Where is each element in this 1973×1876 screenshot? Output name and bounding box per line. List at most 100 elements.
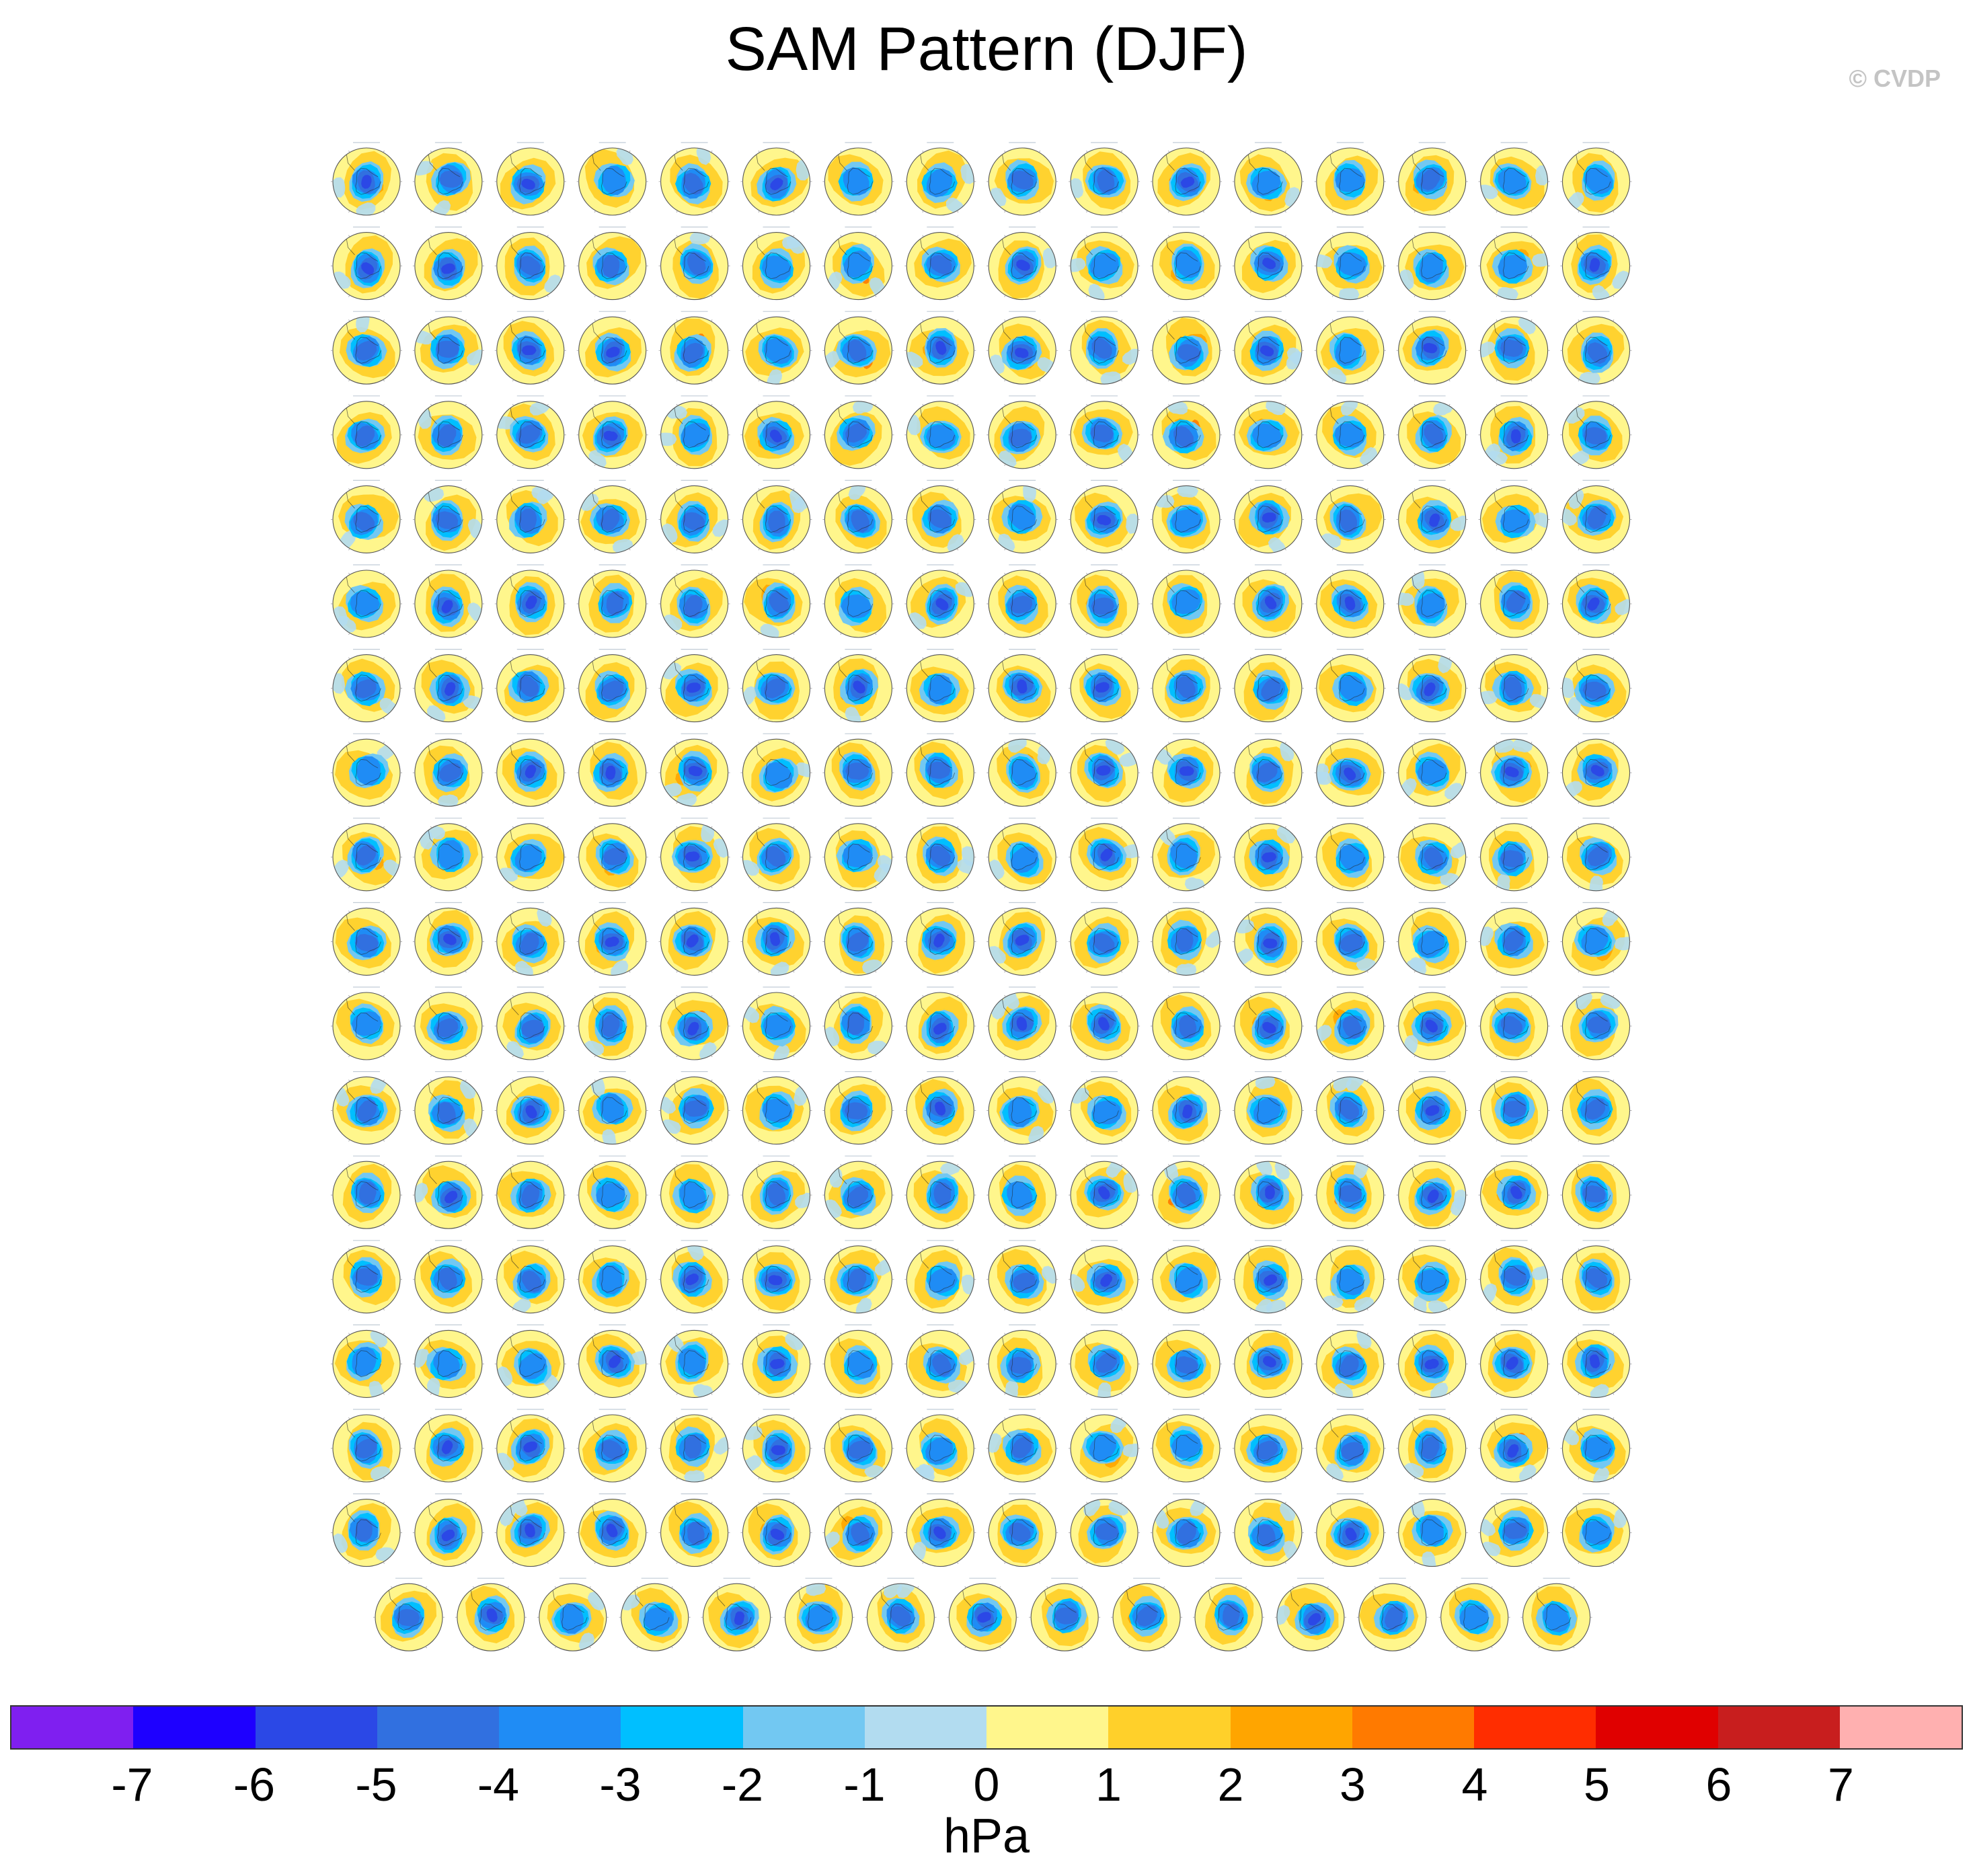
sam-map-panel: [986, 1240, 1058, 1314]
sam-map-panel: [1478, 395, 1550, 469]
sam-map-panel: [1560, 648, 1632, 723]
sam-map-panel: [740, 902, 812, 976]
sam-map-panel: [904, 1070, 976, 1145]
sam-map-panel: [986, 733, 1058, 807]
sam-map-panel: [1314, 142, 1386, 216]
sam-map-panel: [658, 1324, 730, 1398]
sam-map-panel: [986, 1493, 1058, 1567]
sam-map-panel: [331, 395, 402, 469]
sam-map-panel: [1314, 1493, 1386, 1567]
sam-map-panel: [412, 227, 484, 301]
sam-map-panel: [1478, 1155, 1550, 1229]
sam-map-panel: [1478, 648, 1550, 723]
sam-map-panel: [1560, 1324, 1632, 1398]
sam-map-panel: [658, 564, 730, 638]
sam-map-panel: [986, 986, 1058, 1060]
sam-map-panel: [658, 1240, 730, 1314]
sam-map-panel: [740, 733, 812, 807]
sam-map-panel: [1396, 1409, 1468, 1483]
sam-map-panel: [494, 648, 566, 723]
colorbar-tick-label: 2: [1217, 1758, 1244, 1811]
sam-map-panel: [1478, 986, 1550, 1060]
sam-map-panel: [331, 986, 402, 1060]
sam-map-panel: [986, 311, 1058, 385]
sam-map-panel: [904, 142, 976, 216]
sam-map-panel: [1560, 479, 1632, 553]
colorbar-segment: [1108, 1707, 1231, 1748]
sam-map-panel: [412, 902, 484, 976]
sam-map-panel: [904, 648, 976, 723]
sam-map-panel: [576, 395, 648, 469]
sam-map-panel: [1232, 142, 1304, 216]
sam-map-panel: [904, 1155, 976, 1229]
colorbar: [10, 1705, 1963, 1750]
sam-map-panel: [822, 1324, 894, 1398]
sam-map-panel: [822, 986, 894, 1060]
sam-map-panel: [494, 142, 566, 216]
sam-map-panel: [1274, 1577, 1346, 1651]
colorbar-tick-label: -7: [111, 1758, 153, 1811]
sam-map-panel: [1520, 1577, 1592, 1651]
sam-map-panel: [576, 1155, 648, 1229]
sam-map-panel: [412, 1324, 484, 1398]
sam-map-panel: [740, 1240, 812, 1314]
sam-map-panel: [1314, 564, 1386, 638]
sam-map-panel: [822, 818, 894, 892]
sam-map-panel: [412, 479, 484, 553]
colorbar-tick-label: -2: [721, 1758, 764, 1811]
sam-map-panel: [494, 479, 566, 553]
sam-map-panel: [658, 1070, 730, 1145]
sam-map-panel: [904, 733, 976, 807]
sam-map-panel: [331, 733, 402, 807]
sam-map-panel: [1029, 1577, 1101, 1651]
sam-map-panel: [1232, 227, 1304, 301]
sam-map-panel: [904, 479, 976, 553]
sam-map-panel: [1396, 648, 1468, 723]
sam-map-panel: [740, 1324, 812, 1398]
sam-map-panel: [658, 479, 730, 553]
sam-map-panel: [1232, 1493, 1304, 1567]
sam-map-panel: [412, 1493, 484, 1567]
sam-map-panel: [1396, 1240, 1468, 1314]
sam-map-panel: [1314, 818, 1386, 892]
sam-map-panel: [904, 311, 976, 385]
sam-map-panel: [1069, 479, 1140, 553]
sam-map-panel: [986, 818, 1058, 892]
colorbar-segment: [742, 1707, 865, 1748]
sam-map-panel: [1069, 1155, 1140, 1229]
sam-map-panel: [494, 395, 566, 469]
sam-map-panel: [412, 395, 484, 469]
sam-map-panel: [740, 479, 812, 553]
sam-map-panel: [412, 311, 484, 385]
sam-map-panel: [619, 1577, 691, 1651]
colorbar-segment: [499, 1707, 621, 1748]
sam-map-panel: [331, 902, 402, 976]
colorbar-tick-label: -6: [233, 1758, 276, 1811]
colorbar-tick-label: -4: [477, 1758, 520, 1811]
sam-map-panel: [331, 818, 402, 892]
sam-map-panel: [1151, 1493, 1222, 1567]
sam-map-panel: [1478, 227, 1550, 301]
sam-map-panel: [1069, 395, 1140, 469]
sam-map-panel: [865, 1577, 937, 1651]
colorbar-segment: [986, 1707, 1109, 1748]
sam-map-panel: [1560, 1409, 1632, 1483]
sam-map-panel: [576, 1324, 648, 1398]
sam-map-panel: [1232, 1409, 1304, 1483]
sam-map-panel: [1151, 1070, 1222, 1145]
sam-map-panel: [1069, 1324, 1140, 1398]
sam-map-panel: [1396, 1493, 1468, 1567]
sam-map-panel: [1314, 902, 1386, 976]
sam-map-panel: [1560, 1070, 1632, 1145]
sam-map-panel: [986, 564, 1058, 638]
sam-map-panel: [822, 395, 894, 469]
sam-map-panel: [740, 395, 812, 469]
sam-map-panel: [1111, 1577, 1183, 1651]
colorbar-segment: [1474, 1707, 1596, 1748]
page-title: SAM Pattern (DJF): [725, 15, 1248, 83]
sam-map-panel: [1151, 1155, 1222, 1229]
sam-map-panel: [576, 1493, 648, 1567]
sam-map-panel: [1478, 1240, 1550, 1314]
sam-map-panel: [1560, 902, 1632, 976]
sam-map-panel: [904, 395, 976, 469]
